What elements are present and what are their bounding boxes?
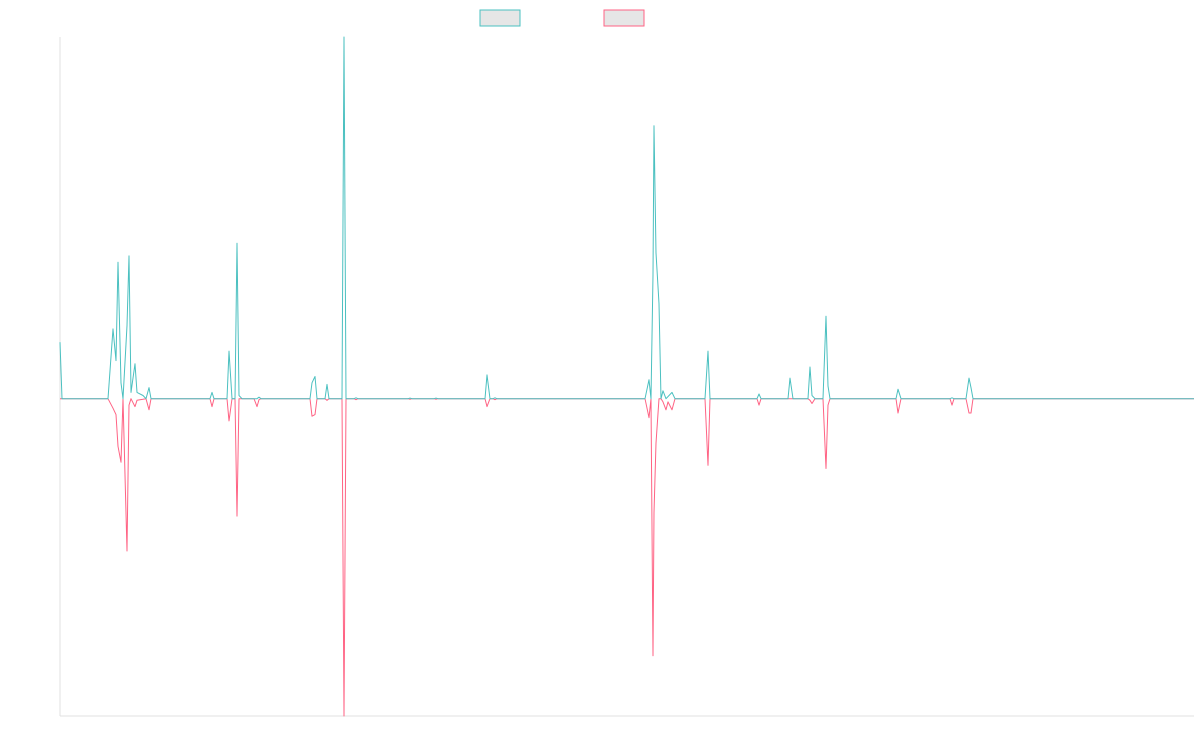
axes — [59, 37, 1194, 717]
legend — [479, 9, 645, 27]
series-layer — [59, 36, 1194, 717]
legend-swatch-1[interactable] — [479, 9, 521, 27]
series-line-2 — [60, 398, 1194, 717]
series-line-1 — [59, 36, 1194, 400]
legend-swatch-2[interactable] — [603, 9, 645, 27]
